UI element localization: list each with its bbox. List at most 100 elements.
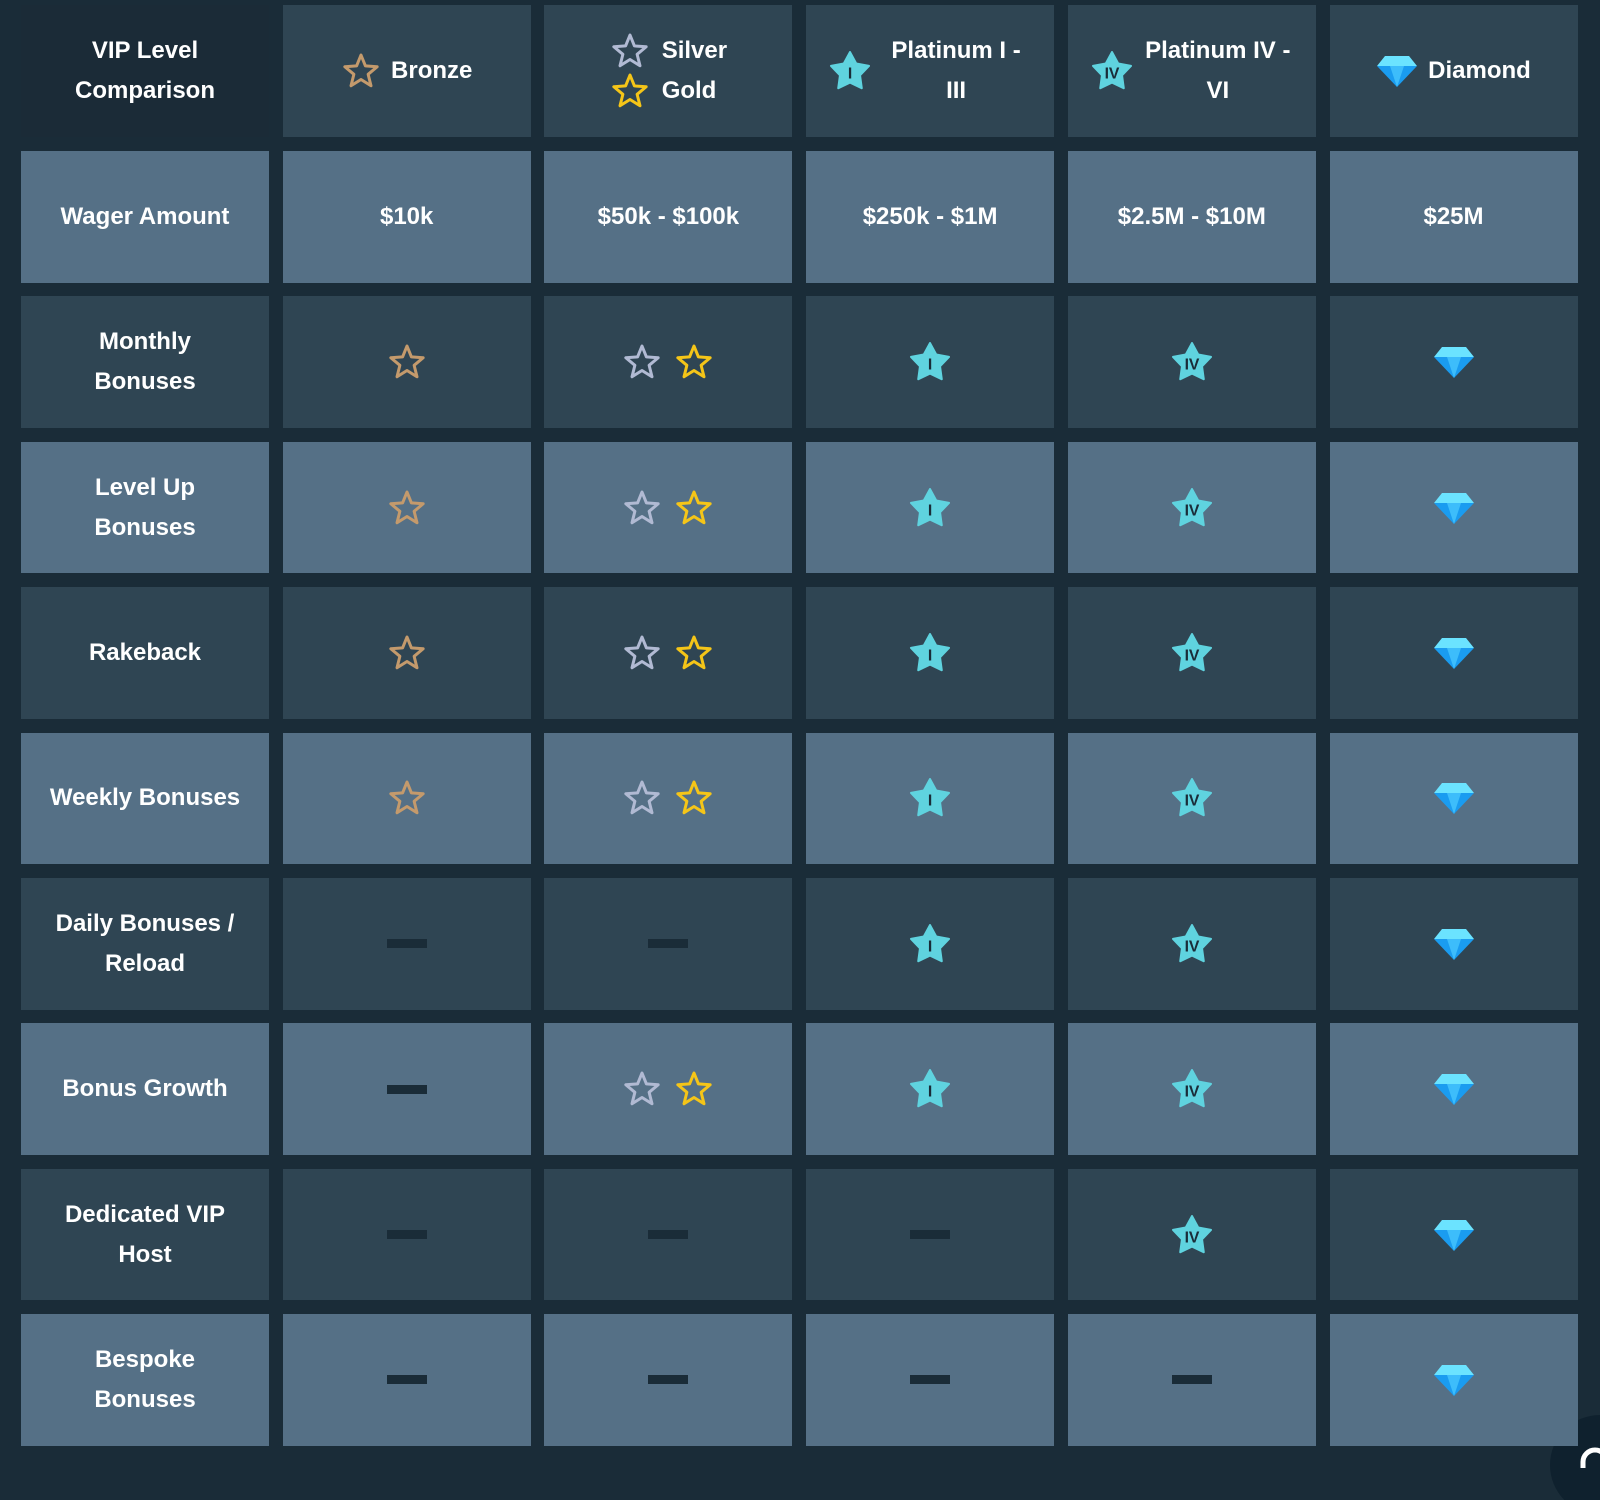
- star-outline: [612, 33, 648, 68]
- dash: [648, 939, 689, 949]
- table-cell: [282, 1314, 531, 1446]
- tier-header: Bronze: [282, 5, 531, 137]
- star-outline: [389, 780, 425, 815]
- table-cell: [544, 878, 793, 1010]
- tier-names: I Platinum I - III: [829, 31, 1031, 111]
- star-outline: [676, 1071, 713, 1106]
- tier-header: Diamond: [1329, 5, 1578, 137]
- diamond-shine: [1446, 938, 1461, 960]
- icon-pair: [622, 633, 714, 673]
- table-cell: [544, 1023, 793, 1155]
- tier-names: Diamond: [1376, 51, 1531, 91]
- diamond-icon: [1433, 492, 1474, 524]
- table-cell: [544, 296, 793, 428]
- diamond-top: [1433, 1219, 1474, 1230]
- table-cell: [544, 441, 793, 574]
- star-fill: [910, 342, 951, 381]
- star-outline: [676, 490, 713, 524]
- table-cell: IV: [1067, 1168, 1316, 1301]
- dash: [386, 1375, 427, 1385]
- cell-text: $2.5M - $10M: [1117, 202, 1266, 230]
- star-outline: [389, 490, 425, 524]
- dash: [910, 1230, 951, 1240]
- row-label: Bespoke Bonuses: [94, 1345, 196, 1413]
- star-fill: [1091, 51, 1132, 90]
- star-fill: [1171, 632, 1212, 672]
- star-icon: [389, 780, 425, 815]
- table-cell: [282, 587, 531, 719]
- table-cell: [1329, 1314, 1578, 1446]
- platinum-icon: IV: [1171, 487, 1212, 526]
- diamond-top: [1433, 637, 1474, 648]
- table-cell: I: [806, 1023, 1055, 1155]
- diamond-top: [1433, 1364, 1474, 1375]
- header-title-cell: VIP Level Comparison: [21, 5, 269, 137]
- table-cell: [544, 1168, 793, 1301]
- table-cell: [282, 732, 531, 865]
- table-cell: $2.5M - $10M: [1067, 151, 1316, 283]
- star-outline: [612, 73, 648, 108]
- table-cell: [1329, 1168, 1578, 1301]
- star-outline: [624, 635, 661, 670]
- diamond-top: [1433, 783, 1474, 794]
- star-outline: [676, 635, 713, 670]
- diamond-icon: [1377, 56, 1418, 87]
- platinum-icon: I: [910, 342, 951, 381]
- dash: [648, 1375, 689, 1385]
- icon-pair: [622, 778, 714, 818]
- badge-text: IV: [1184, 1229, 1199, 1246]
- table-cell: I: [806, 587, 1055, 719]
- dash: [910, 1375, 951, 1385]
- table-cell: [1329, 587, 1578, 719]
- diamond-shine: [1446, 793, 1461, 815]
- badge-text: IV: [1184, 502, 1199, 519]
- star-icon: [676, 1071, 713, 1106]
- tier-name-row: Gold: [610, 71, 727, 111]
- diamond-shine: [1446, 1084, 1461, 1106]
- star-outline: [343, 53, 379, 88]
- badge-text: IV: [1184, 356, 1199, 373]
- platinum-icon: IV: [1171, 778, 1212, 817]
- table-cell: [1067, 1314, 1316, 1446]
- dash: [386, 1084, 427, 1094]
- tier-names: IV Platinum IV - VI: [1091, 31, 1293, 111]
- cell-text: $25M: [1423, 202, 1484, 230]
- platinum-icon: IV: [1171, 1214, 1212, 1253]
- diamond-icon: [1433, 347, 1474, 379]
- diamond-shine: [1446, 647, 1461, 669]
- tier-names: Silver Gold: [610, 31, 727, 111]
- row-label-cell: Rakeback: [21, 587, 269, 719]
- badge-text: IV: [1184, 938, 1199, 955]
- row-label: Daily Bonuses / Reload: [55, 909, 235, 977]
- badge-text: I: [928, 1083, 932, 1100]
- diamond-top: [1433, 347, 1474, 358]
- diamond-shine: [1446, 357, 1461, 379]
- star-fill: [1171, 342, 1212, 381]
- table-cell: IV: [1067, 1023, 1316, 1155]
- tier-name-row: Bronze: [341, 51, 472, 91]
- diamond-shine: [1446, 502, 1461, 524]
- row-label-cell: Daily Bonuses / Reload: [21, 878, 269, 1010]
- table-cell: [1329, 878, 1578, 1010]
- star-icon: [676, 344, 713, 379]
- platinum-icon: IV: [1171, 1069, 1212, 1108]
- diamond-shine: [1446, 1374, 1461, 1396]
- table-cell: [282, 1023, 531, 1155]
- badge-text: IV: [1184, 1083, 1199, 1100]
- tier-header: I Platinum I - III: [806, 5, 1055, 137]
- platinum-icon: IV: [1171, 632, 1212, 672]
- table-cell: I: [806, 732, 1055, 865]
- table-cell: [1329, 732, 1578, 865]
- row-label-cell: Wager Amount: [21, 151, 269, 283]
- tier-name-row: Silver: [610, 31, 727, 71]
- tier-name: Bronze: [391, 57, 473, 84]
- star-outline: [676, 344, 713, 379]
- platinum-icon: IV: [1171, 923, 1212, 962]
- star-fill: [1171, 1214, 1212, 1253]
- platinum-icon: I: [910, 1069, 951, 1108]
- platinum-icon: I: [910, 923, 951, 962]
- star-fill: [910, 1069, 951, 1108]
- star-icon: [389, 344, 425, 379]
- table-cell: $10k: [282, 151, 531, 283]
